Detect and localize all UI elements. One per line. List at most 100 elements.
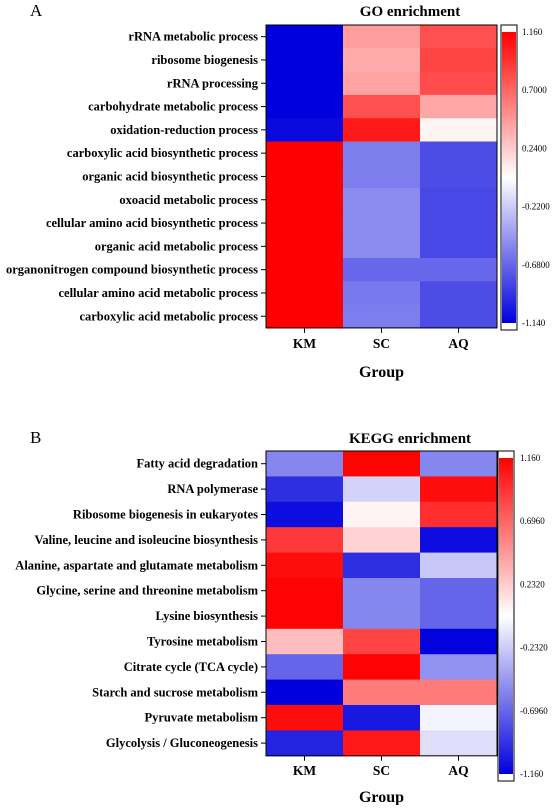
panel-a-cell-r4-c0 <box>266 118 344 142</box>
panel-b-col-label-1: SC <box>373 763 390 778</box>
panel-a-colorbar-tick-4: -0.6800 <box>522 260 550 270</box>
panel-a-cell-r2-c0 <box>266 71 344 96</box>
panel-b-title: KEGG enrichment <box>349 431 471 447</box>
panel-a-cell-r10-c0 <box>266 258 344 282</box>
panel-b-cell-r6-c2 <box>420 603 498 630</box>
panel-a-colorbar-tick-2: 0.2400 <box>522 143 547 153</box>
panel-b-cell-r7-c2 <box>420 628 498 655</box>
panel-a-cell-r7-c1 <box>343 188 421 212</box>
panel-a-row-label-8: cellular amino acid biosynthetic process <box>46 216 258 230</box>
panel-b-row-label-6: Lysine biosynthesis <box>156 609 259 623</box>
panel-a-xlabel: Group <box>359 364 404 381</box>
panel-b-cell-r6-c0 <box>266 603 344 630</box>
panel-a-cell-r8-c1 <box>343 211 421 236</box>
panel-a-cell-r4-c2 <box>420 118 498 142</box>
panel-b-cell-r9-c1 <box>343 679 421 706</box>
panel-a-cell-r12-c1 <box>343 304 421 329</box>
panel-b-cell-r5-c0 <box>266 578 344 604</box>
panel-a-col-label-0: KM <box>293 336 317 351</box>
panel-a-title: GO enrichment <box>360 4 460 20</box>
panel-b-row-label-2: Ribosome biogenesis in eukaryotes <box>73 508 258 522</box>
panel-b-cell-r8-c2 <box>420 654 498 681</box>
panel-b-row-label-7: Tyrosine metabolism <box>147 635 259 649</box>
panel-b-cell-r10-c0 <box>266 705 344 731</box>
panel-b-cell-r4-c0 <box>266 552 344 579</box>
panel-b-cell-r4-c2 <box>420 552 498 579</box>
panel-b-cell-r11-c2 <box>420 730 498 757</box>
panel-b-cell-r3-c2 <box>420 527 498 554</box>
panel-a-cell-r7-c0 <box>266 188 344 212</box>
panel-a-row-label-3: carbohydrate metabolic process <box>88 100 258 114</box>
panel-b-colorbar-tick-1: 0.6960 <box>520 516 545 526</box>
panel-a-cell-r11-c1 <box>343 281 421 306</box>
panel-a-cell-r11-c0 <box>266 281 344 306</box>
panel-a-cell-r12-c2 <box>420 304 498 329</box>
panel-a-cell-r4-c1 <box>343 118 421 142</box>
panel-b-cell-r11-c0 <box>266 730 344 757</box>
panel-a-cell-r11-c2 <box>420 281 498 306</box>
panel-b-row-label-0: Fatty acid degradation <box>136 457 258 471</box>
panel-a-cell-r7-c2 <box>420 188 498 212</box>
panel-b-cell-r7-c0 <box>266 628 344 655</box>
panel-a-cell-r5-c0 <box>266 141 344 166</box>
panel-a-cell-r5-c1 <box>343 141 421 166</box>
panel-a-cell-r2-c2 <box>420 71 498 96</box>
panel-a-cell-r10-c2 <box>420 258 498 282</box>
panel-b-colorbar-tick-4: -0.6960 <box>520 706 548 716</box>
panel-a-row-label-7: oxoacid metabolic process <box>119 193 258 207</box>
panel-a-cell-r0-c2 <box>420 25 498 49</box>
panel-b-row-label-9: Starch and sucrose metabolism <box>92 685 258 699</box>
panel-a-row-label-11: cellular amino acid metabolic process <box>58 286 258 300</box>
panel-b-cell-r9-c2 <box>420 679 498 706</box>
panel-b-letter: B <box>30 428 41 447</box>
panel-a-cell-r5-c2 <box>420 141 498 166</box>
panel-b-cell-r8-c0 <box>266 654 344 681</box>
panel-a-cell-r6-c0 <box>266 164 344 189</box>
panel-b-cell-r4-c1 <box>343 552 421 579</box>
panel-a-row-label-2: rRNA processing <box>167 76 259 90</box>
panel-a-cell-r3-c0 <box>266 94 344 119</box>
panel-a-row-label-10: organonitrogen compound biosynthetic pro… <box>6 263 258 277</box>
panel-b-cell-r0-c2 <box>420 451 498 477</box>
panel-a-cell-r6-c1 <box>343 164 421 189</box>
panel-b-colorbar-tick-5: -1.160 <box>520 769 544 779</box>
panel-b-cell-r2-c2 <box>420 501 498 528</box>
panel-a-row-label-1: ribosome biogenesis <box>151 53 258 67</box>
panel-a-cell-r10-c1 <box>343 258 421 282</box>
panel-a-colorbar-gradient <box>502 32 516 323</box>
panel-a-cell-r2-c1 <box>343 71 421 96</box>
panel-b-cell-r0-c0 <box>266 451 344 477</box>
panel-a-letter: A <box>30 1 43 20</box>
panel-a-row-label-5: carboxylic acid biosynthetic process <box>67 146 258 160</box>
panel-b-row-label-5: Glycine, serine and threonine metabolism <box>36 584 258 598</box>
panel-b-row-label-8: Citrate cycle (TCA cycle) <box>124 660 258 674</box>
panel-b-cell-r8-c1 <box>343 654 421 681</box>
panel-b-cell-r0-c1 <box>343 451 421 477</box>
panel-b-col-label-0: KM <box>293 763 317 778</box>
panel-b-col-label-2: AQ <box>448 763 468 778</box>
panel-b-row-label-10: Pyruvate metabolism <box>144 711 258 725</box>
panel-a-cell-r0-c0 <box>266 25 344 49</box>
panel-a-cell-r1-c1 <box>343 48 421 73</box>
panel-a-row-label-12: carboxylic acid metabolic process <box>79 309 258 323</box>
panel-b-cell-r6-c1 <box>343 603 421 630</box>
panel-b-cell-r2-c0 <box>266 501 344 528</box>
panel-a-cell-r1-c2 <box>420 48 498 73</box>
panel-a-cell-r0-c1 <box>343 25 421 49</box>
panel-b-row-label-4: Alanine, aspartate and glutamate metabol… <box>15 558 258 572</box>
panel-b-cell-r3-c0 <box>266 527 344 554</box>
panel-a-row-label-6: organic acid biosynthetic process <box>82 169 258 183</box>
panel-a-cell-r9-c0 <box>266 234 344 259</box>
panel-a-colorbar-tick-1: 0.7000 <box>522 85 547 95</box>
panel-b-colorbar-tick-0: 1.160 <box>520 453 541 463</box>
panel-b-cell-r9-c0 <box>266 679 344 706</box>
panel-b-cell-r7-c1 <box>343 628 421 655</box>
panel-b-cell-r1-c0 <box>266 476 344 503</box>
panel-a-colorbar-tick-5: -1.140 <box>522 318 546 328</box>
panel-b-cell-r1-c1 <box>343 476 421 503</box>
panel-b-colorbar-tick-2: 0.2320 <box>520 579 545 589</box>
panel-a-cell-r3-c2 <box>420 94 498 119</box>
panel-a-cell-r8-c2 <box>420 211 498 236</box>
panel-a-cell-r6-c2 <box>420 164 498 189</box>
